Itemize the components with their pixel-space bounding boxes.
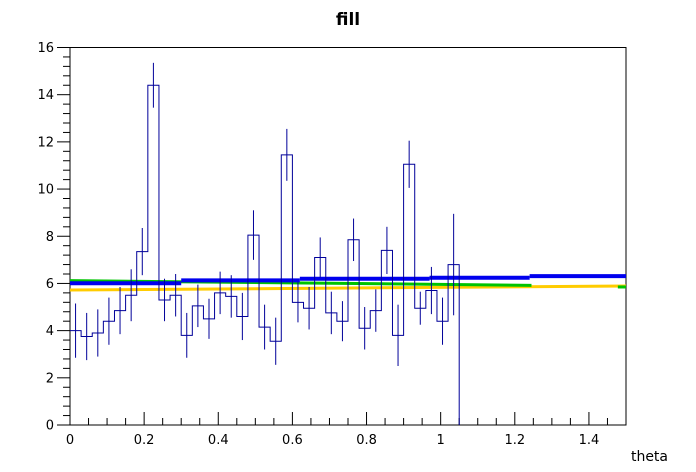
x-tick-label: 0 (66, 433, 74, 448)
x-axis-title: theta (631, 449, 668, 465)
y-tick-label: 16 (37, 41, 54, 56)
x-tick-label: 0.8 (356, 433, 377, 448)
x-tick-label: 0.6 (282, 433, 303, 448)
x-tick-label: 1.4 (579, 433, 600, 448)
y-tick-label: 0 (46, 419, 54, 434)
y-tick-label: 2 (46, 371, 54, 386)
x-tick-label: 0.4 (208, 433, 229, 448)
y-tick-label: 14 (37, 88, 54, 103)
y-tick-label: 10 (37, 183, 54, 198)
histogram-outline (70, 84, 460, 425)
y-tick-label: 8 (46, 230, 54, 245)
plot-title: fill (336, 10, 360, 30)
y-tick-label: 12 (37, 135, 54, 150)
x-tick-label: 1.2 (504, 433, 525, 448)
x-tick-label: 0.2 (134, 433, 155, 448)
y-tick-label: 6 (46, 277, 54, 292)
y-tick-label: 4 (46, 324, 54, 339)
x-tick-label: 1 (437, 433, 445, 448)
plot-frame (69, 47, 627, 426)
